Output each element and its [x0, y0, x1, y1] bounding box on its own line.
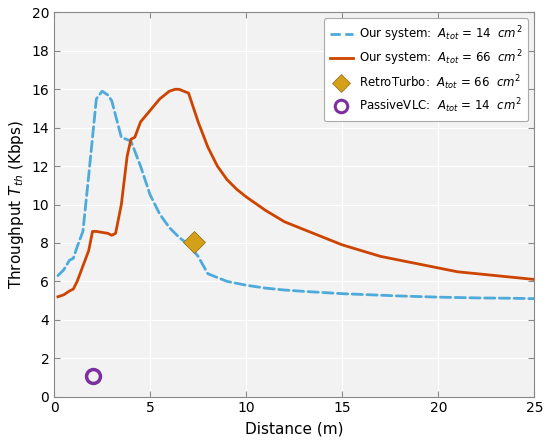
Legend: Our system:  $A_{tot}$ = 14  $cm^2$, Our system:  $A_{tot}$ = 66  $cm^2$, RetroT: Our system: $A_{tot}$ = 14 $cm^2$, Our s…: [323, 18, 529, 121]
X-axis label: Distance (m): Distance (m): [245, 421, 343, 436]
Y-axis label: Throughput $T_{th}$ (Kbps): Throughput $T_{th}$ (Kbps): [7, 120, 26, 289]
